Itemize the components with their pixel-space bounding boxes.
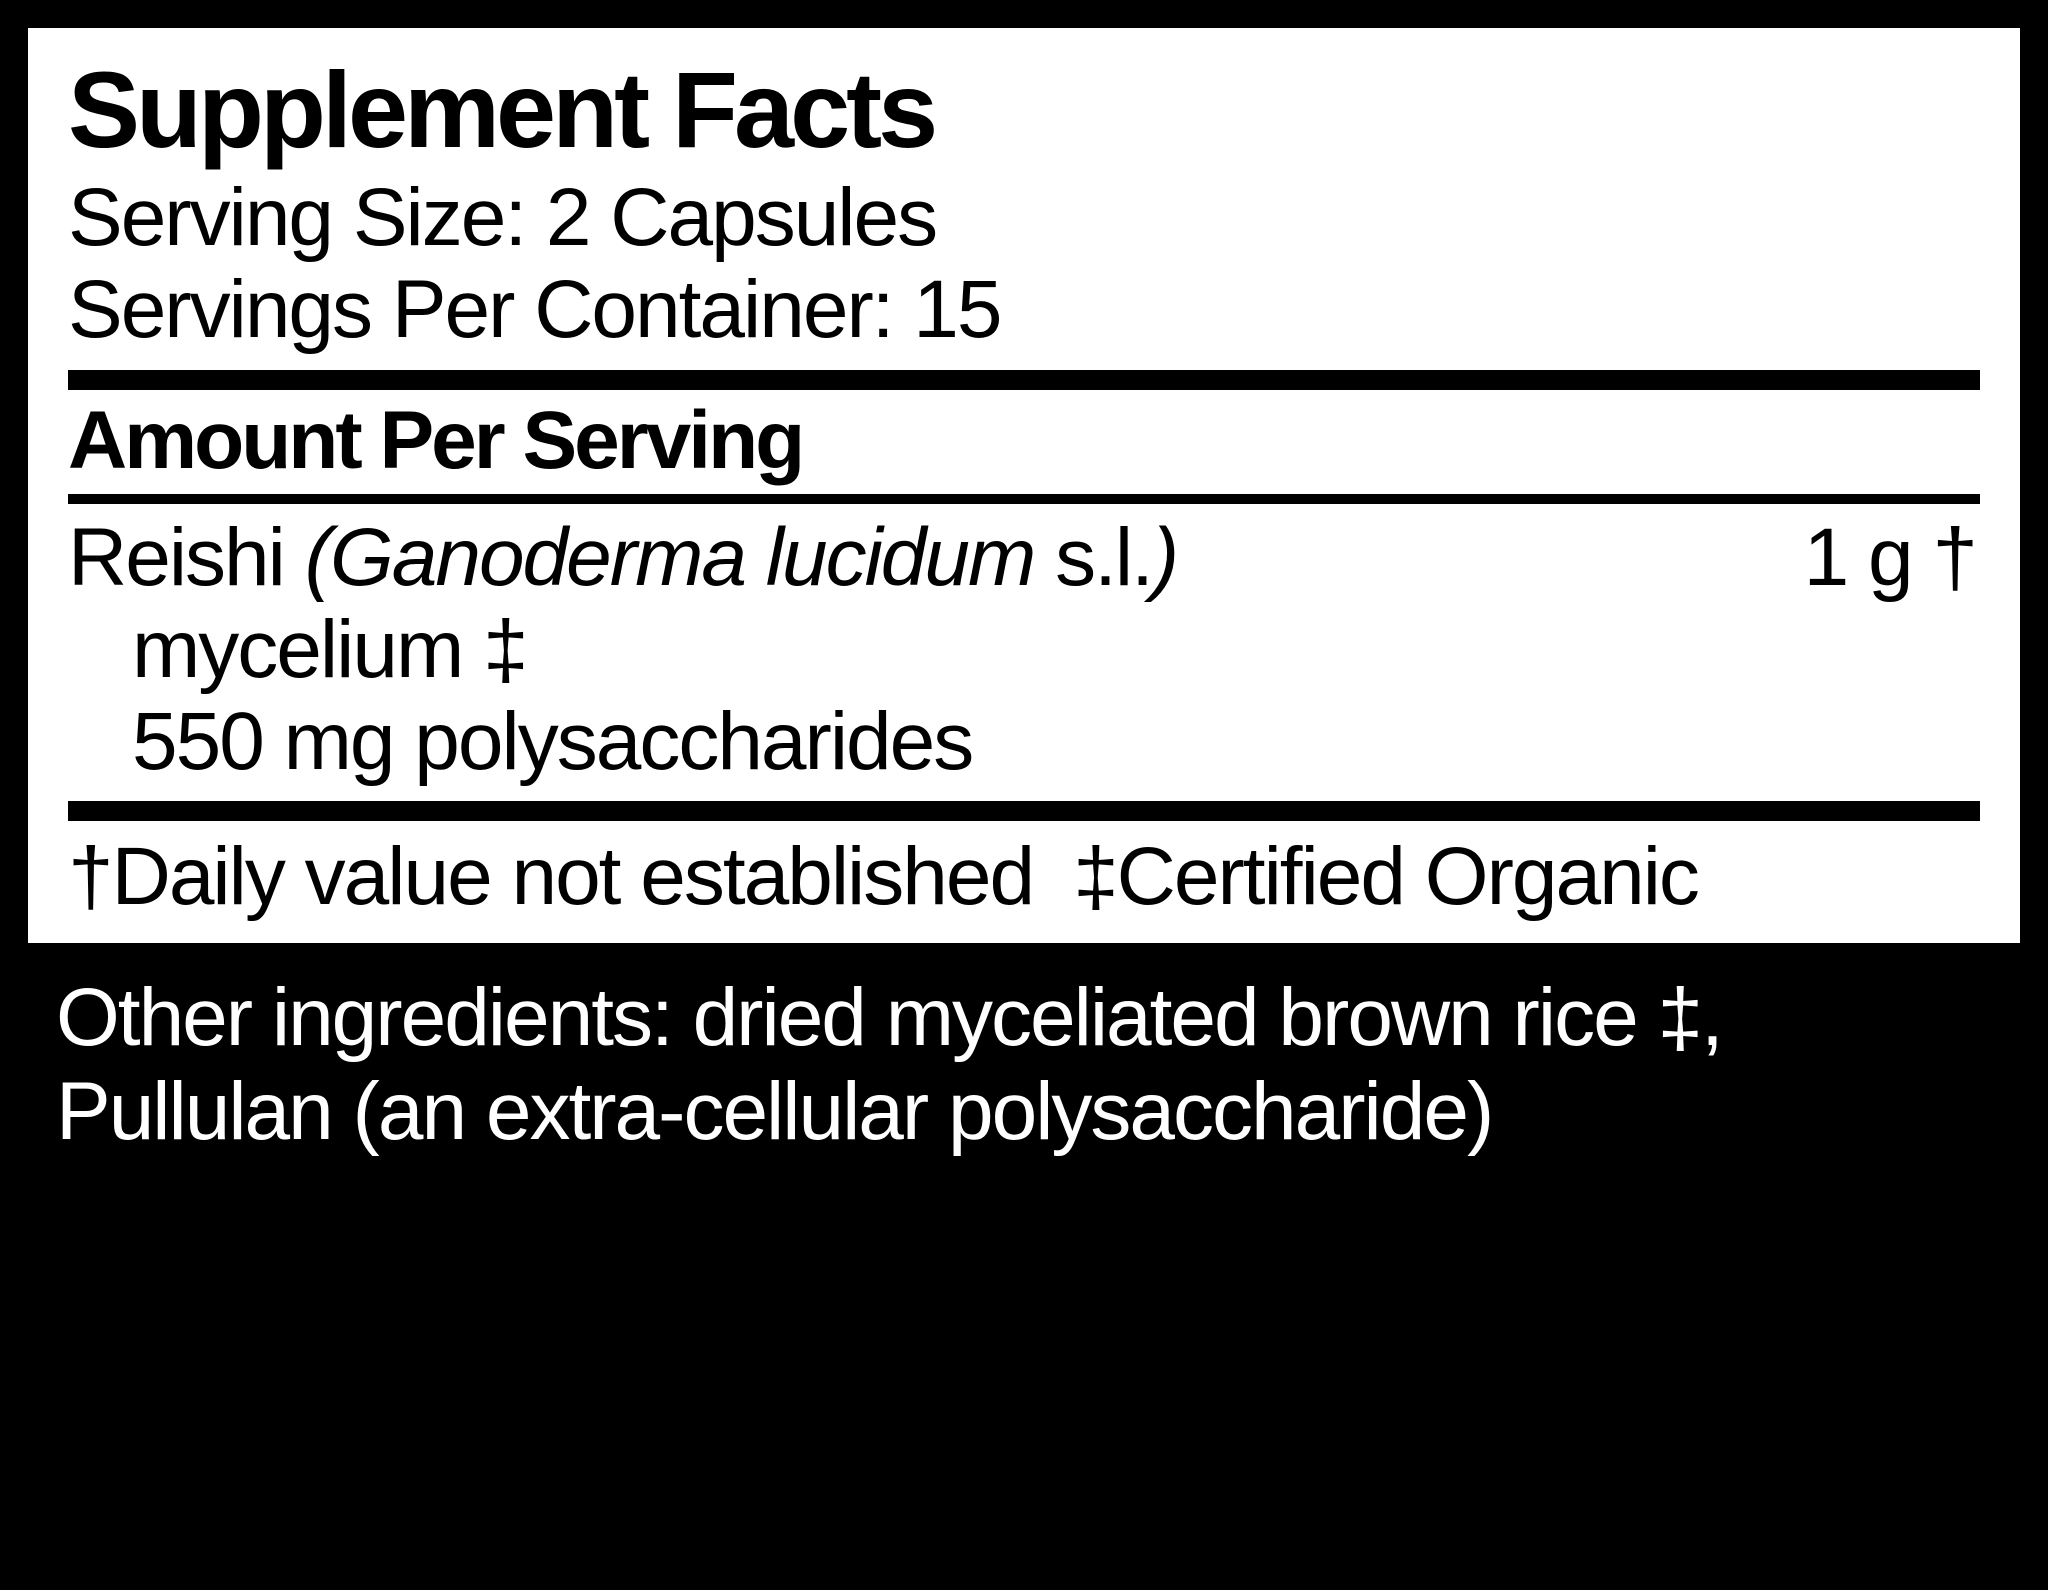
ingredient-amount: 1 g † (1804, 512, 1980, 604)
panel-title: Supplement Facts (68, 56, 1980, 164)
ingredient-sub-1: mycelium ‡ (68, 604, 1980, 696)
amount-per-serving-header: Amount Per Serving (68, 396, 1980, 486)
serving-size: Serving Size: 2 Capsules (68, 172, 1980, 264)
ingredient-sub-2: 550 mg polysaccharides (68, 696, 1980, 788)
ingredient-row: Reishi (Ganoderma lucidum s.l.) 1 g † (68, 512, 1980, 604)
ingredient-name: Reishi (Ganoderma lucidum s.l.) (68, 512, 1177, 604)
divider (68, 494, 1980, 504)
divider (68, 801, 1980, 821)
footnote-daily-value: †Daily value not established (68, 831, 1033, 923)
footnotes: †Daily value not established ‡Certified … (68, 831, 1980, 923)
footnote-organic: ‡Certified Organic (1073, 831, 1698, 923)
other-ingredients: Other ingredients: dried myceliated brow… (0, 943, 2048, 1158)
servings-per-container: Servings Per Container: 15 (68, 264, 1980, 356)
supplement-facts-panel: Supplement Facts Serving Size: 2 Capsule… (28, 28, 2020, 943)
divider (68, 370, 1980, 390)
